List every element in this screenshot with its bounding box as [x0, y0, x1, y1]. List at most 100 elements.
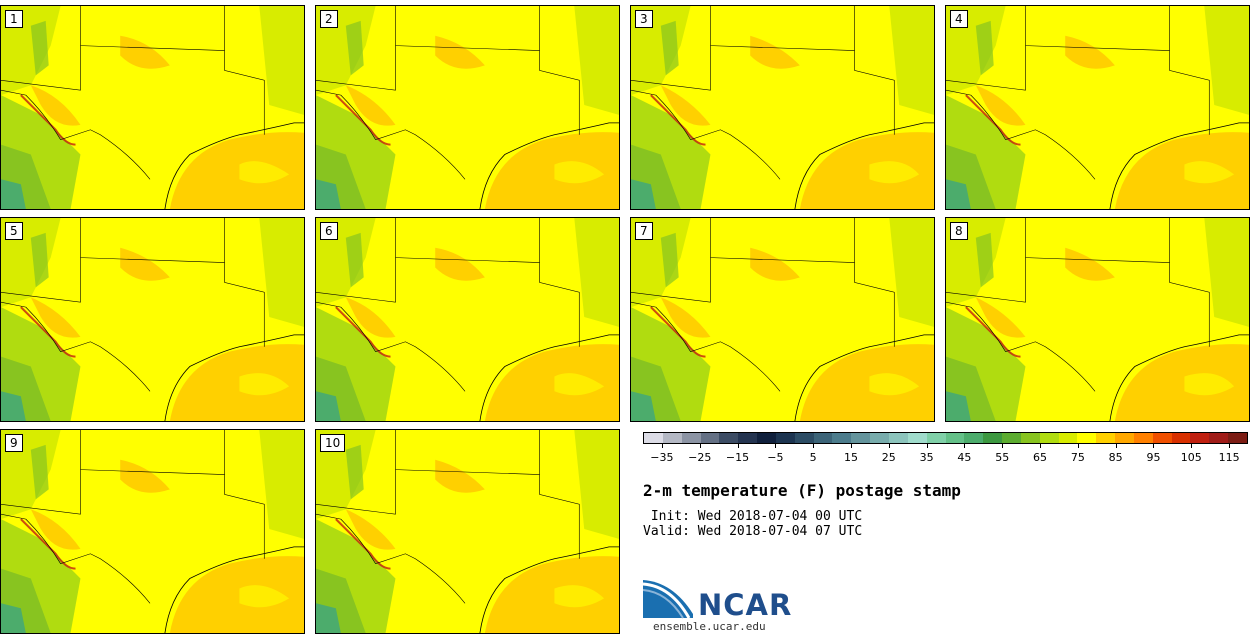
colorbar-tick-label: 25 — [881, 451, 896, 464]
colorbar-tick — [1115, 444, 1117, 448]
colorbar-tick — [1153, 444, 1155, 448]
colorbar-segment — [983, 433, 1003, 443]
site-url: ensemble.ucar.edu — [653, 620, 766, 633]
colorbar-tick — [1229, 444, 1231, 448]
temperature-map — [1, 430, 304, 633]
colorbar-tick-label: 15 — [843, 451, 858, 464]
colorbar-segment — [1209, 433, 1229, 443]
temperature-map — [1, 218, 304, 421]
stamp-number: 10 — [320, 434, 346, 452]
colorbar-segment — [870, 433, 889, 443]
colorbar-tick-label: 5 — [809, 451, 817, 464]
temperature-map — [1, 6, 304, 209]
temperature-map — [316, 6, 619, 209]
colorbar-tick — [888, 444, 890, 448]
colorbar-segment — [1190, 433, 1210, 443]
colorbar-segment — [1133, 433, 1153, 443]
stamp-number: 5 — [5, 222, 23, 240]
colorbar-segment — [681, 433, 701, 443]
postage-stamp: 1 — [0, 5, 305, 210]
colorbar-segment — [738, 433, 758, 443]
colorbar-tick — [926, 444, 928, 448]
postage-stamp: 10 — [315, 429, 620, 634]
colorbar-segment — [1002, 433, 1021, 443]
postage-stamp: 9 — [0, 429, 305, 634]
colorbar-tick — [699, 444, 701, 448]
colorbar-segment — [1228, 433, 1247, 443]
init-time: Init: Wed 2018-07-04 00 UTC — [643, 509, 863, 524]
stamp-number: 7 — [635, 222, 653, 240]
colorbar-tick — [964, 444, 966, 448]
colorbar-segment — [1058, 433, 1078, 443]
colorbar-tick-label: −5 — [767, 451, 784, 464]
colorbar-tick — [813, 444, 815, 448]
colorbar-tick-label: 45 — [957, 451, 972, 464]
postage-stamp: 7 — [630, 217, 935, 422]
postage-stamp: 2 — [315, 5, 620, 210]
colorbar-tick-label: 35 — [919, 451, 934, 464]
stamp-number: 9 — [5, 434, 23, 452]
colorbar-tick-label: −15 — [725, 451, 750, 464]
colorbar-tick — [1040, 444, 1042, 448]
temperature-map — [631, 6, 934, 209]
colorbar-tick — [1002, 444, 1004, 448]
stamp-number: 4 — [950, 10, 968, 28]
stamp-number: 8 — [950, 222, 968, 240]
colorbar-segment — [794, 433, 814, 443]
valid-time: Valid: Wed 2018-07-04 07 UTC — [643, 524, 863, 539]
postage-stamp: 8 — [945, 217, 1250, 422]
colorbar-tick — [1191, 444, 1193, 448]
colorbar-tick-label: 95 — [1146, 451, 1161, 464]
colorbar-segment — [945, 433, 965, 443]
stamp-number: 3 — [635, 10, 653, 28]
temperature-map — [316, 218, 619, 421]
colorbar-segment — [832, 433, 852, 443]
colorbar-segment — [888, 433, 908, 443]
colorbar-segment — [1020, 433, 1040, 443]
temperature-colorbar — [643, 432, 1248, 444]
colorbar-tick — [661, 444, 663, 448]
colorbar-segment — [926, 433, 946, 443]
colorbar-segment — [1077, 433, 1097, 443]
colorbar-segment — [1115, 433, 1134, 443]
colorbar-segment — [719, 433, 739, 443]
colorbar-tick-label: −25 — [688, 451, 712, 464]
colorbar-segment — [1039, 433, 1059, 443]
plot-title: 2-m temperature (F) postage stamp — [643, 481, 961, 500]
temperature-map — [631, 218, 934, 421]
postage-stamp: 6 — [315, 217, 620, 422]
colorbar-segment — [644, 433, 663, 443]
postage-stamp: 4 — [945, 5, 1250, 210]
colorbar-tick-label: 105 — [1180, 451, 1202, 464]
temperature-map — [316, 430, 619, 633]
colorbar-tick — [775, 444, 777, 448]
colorbar-tick-label: 65 — [1033, 451, 1048, 464]
colorbar-segment — [1152, 433, 1172, 443]
temperature-map — [946, 218, 1249, 421]
colorbar-tick — [850, 444, 852, 448]
colorbar-ticks: −35 −25 −15 −5 5 15 25 35 45 55 65 75 85 95 105 115 — [643, 444, 1248, 464]
colorbar-segment — [662, 433, 682, 443]
colorbar-tick-label: 55 — [995, 451, 1010, 464]
colorbar-tick-label: 115 — [1218, 451, 1240, 464]
colorbar-segment — [851, 433, 871, 443]
ncar-logo-icon — [643, 580, 693, 619]
colorbar-tick-label: 85 — [1108, 451, 1123, 464]
colorbar-segment — [964, 433, 984, 443]
colorbar-tick-label: −35 — [650, 451, 674, 464]
colorbar-tick-label: 75 — [1070, 451, 1085, 464]
colorbar-tick — [1077, 444, 1079, 448]
colorbar-segment — [1096, 433, 1116, 443]
stamp-number: 6 — [320, 222, 338, 240]
stamp-number: 1 — [5, 10, 23, 28]
temperature-map — [946, 6, 1249, 209]
colorbar-segment — [1171, 433, 1191, 443]
ncar-logo-text: NCAR — [698, 588, 793, 622]
postage-stamp: 3 — [630, 5, 935, 210]
stamp-number: 2 — [320, 10, 338, 28]
postage-stamp: 5 — [0, 217, 305, 422]
colorbar-tick — [737, 444, 739, 448]
colorbar-segment — [757, 433, 776, 443]
colorbar-segment — [813, 433, 833, 443]
colorbar-segment — [775, 433, 795, 443]
